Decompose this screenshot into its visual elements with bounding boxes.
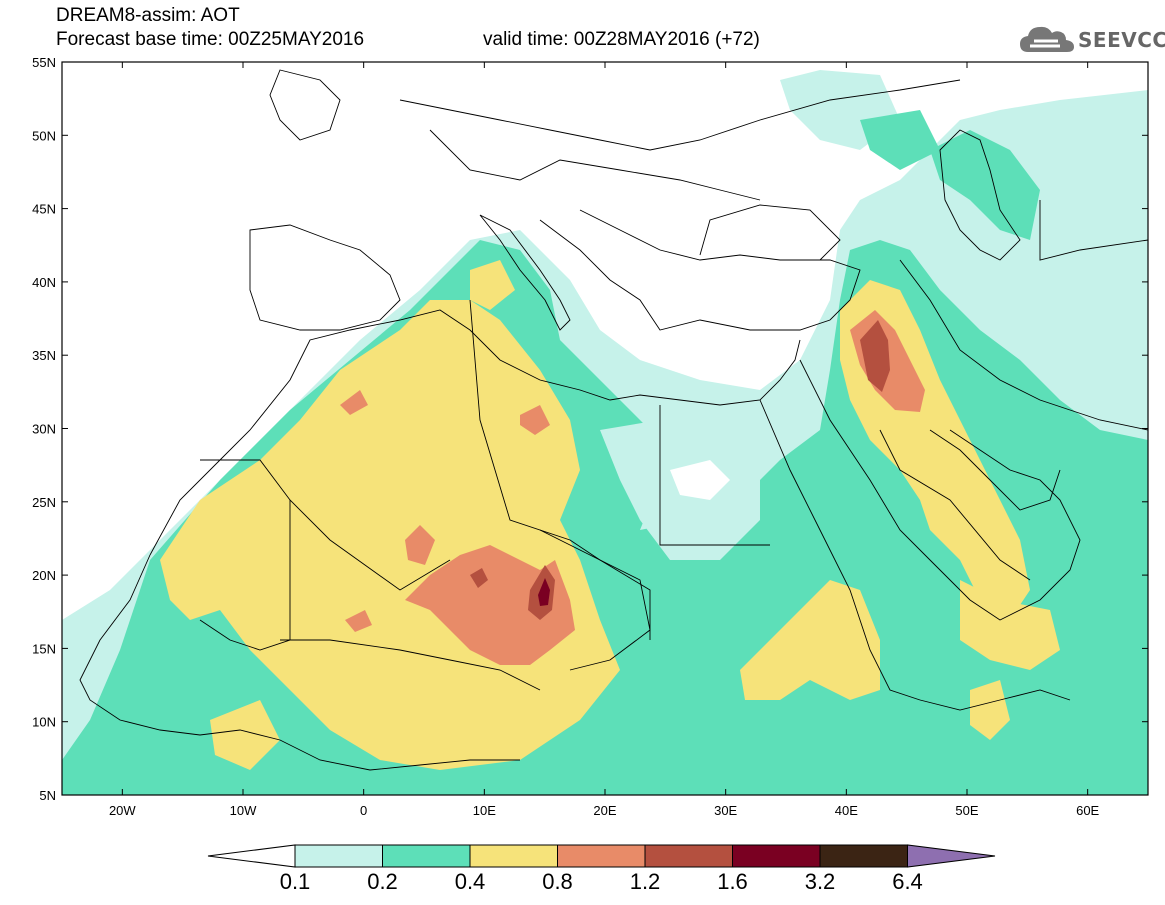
colorbar-boxes <box>207 844 996 868</box>
lon-label: 40E <box>835 803 858 818</box>
colorbar-box <box>644 844 733 868</box>
coastline-caspian <box>939 129 1021 261</box>
colorbar-label: 0.1 <box>280 869 311 894</box>
latitude-labels: 55N 50N 45N 40N 35N 30N 25N 20N 15N 10N 5N <box>32 55 56 803</box>
aot-band-0.8-algeria <box>340 390 368 415</box>
lon-label: 10E <box>473 803 496 818</box>
border-saudi <box>879 429 1031 581</box>
lat-label: 35N <box>32 348 56 363</box>
coastline-uk <box>269 69 341 141</box>
lon-label: 10W <box>230 803 257 818</box>
logo-text: SEEVCCC <box>1078 28 1165 52</box>
colorbar-box <box>557 844 646 868</box>
coastline-arabia <box>799 359 1081 621</box>
coastline-horn-africa <box>919 689 1071 711</box>
border-central-asia <box>1039 200 1148 261</box>
colorbar-label: 3.2 <box>805 869 836 894</box>
border-europe-2 <box>429 129 761 201</box>
aot-band-0.2-caspian <box>930 130 1040 240</box>
aot-band-0.8-niger <box>405 525 435 565</box>
coastline-west-africa <box>79 554 520 771</box>
aot-band-0.8-chad <box>405 545 575 665</box>
colorbar-label: 1.6 <box>717 869 748 894</box>
colorbar-box <box>294 844 383 868</box>
border-sahara-1 <box>200 459 451 591</box>
coastline-north-africa <box>149 309 801 556</box>
colorbar-arrow-high <box>907 844 996 868</box>
aot-band-0.4-arabia <box>960 580 1060 670</box>
coastline-black-sea <box>699 204 841 261</box>
aot-band-0.4-sardinia <box>470 260 515 310</box>
coastlines <box>79 69 1148 771</box>
aot-band-1.2-niger <box>470 568 488 588</box>
lon-label: 20E <box>593 803 616 818</box>
lat-label: 40N <box>32 275 56 290</box>
border-europe <box>399 79 961 151</box>
lon-label: 50E <box>955 803 978 818</box>
lat-label: 25N <box>32 495 56 510</box>
colorbar-label: 0.4 <box>455 869 486 894</box>
border-sahel <box>280 639 541 691</box>
valid-time: valid time: 00Z28MAY2016 (+72) <box>483 29 760 50</box>
colorbar-label: 0.2 <box>367 869 398 894</box>
seevccc-logo: SEEVCCC <box>1018 22 1165 58</box>
coastline-red-sea <box>759 399 921 701</box>
colorbar-label: 0.8 <box>542 869 573 894</box>
coastline-italy <box>479 214 571 331</box>
border-sahara-2 <box>469 299 651 640</box>
aot-contours <box>62 70 1148 795</box>
aot-band-0.8-mali <box>345 610 372 632</box>
axis-ticks <box>62 61 1148 796</box>
lat-label: 5N <box>39 788 56 803</box>
lat-label: 30N <box>32 422 56 437</box>
colorbar-box <box>732 844 821 868</box>
lon-label: 60E <box>1076 803 1099 818</box>
colorbar-box <box>382 844 471 868</box>
colorbar-label: 6.4 <box>892 869 923 894</box>
lat-label: 50N <box>32 128 56 143</box>
coastline-iberia-europe <box>249 224 401 331</box>
colorbar-label: 1.2 <box>630 869 661 894</box>
aot-band-0.8-libya <box>520 405 550 435</box>
colorbar-box <box>819 844 908 868</box>
border-egypt-sudan <box>659 405 770 546</box>
lat-label: 45N <box>32 202 56 217</box>
aot-band-0.2-north <box>860 110 940 170</box>
aot-clear-egypt-inner <box>670 460 730 500</box>
colorbar-labels: 0.1 0.2 0.4 0.8 1.2 1.6 3.2 6.4 <box>280 869 923 894</box>
lon-label: 0 <box>360 803 367 818</box>
coastline-balkans-turkey <box>539 209 861 331</box>
colorbar-box <box>469 844 558 868</box>
cloud-icon <box>1020 26 1074 52</box>
lon-label: 30E <box>714 803 737 818</box>
border-chad <box>539 529 651 671</box>
border-iran <box>899 259 1148 431</box>
aot-band-1.2-iraq <box>860 320 890 392</box>
aot-band-1.6-chad <box>538 578 550 606</box>
lat-label: 10N <box>32 715 56 730</box>
aot-band-0.4-sudan <box>740 580 880 700</box>
colorbar-arrow-low <box>207 844 296 868</box>
map-title: DREAM8-assim: AOT <box>56 5 240 26</box>
lat-label: 15N <box>32 641 56 656</box>
longitude-labels: 20W 10W 0 10E 20E 30E 40E 50E 60E <box>109 803 1100 818</box>
aot-band-0.4-westafrica <box>210 700 280 770</box>
lat-label: 20N <box>32 568 56 583</box>
lat-label: 55N <box>32 55 56 70</box>
lon-label: 20W <box>109 803 136 818</box>
aot-band-0.4-yemen <box>970 680 1010 740</box>
border-mali <box>199 500 291 651</box>
forecast-base-time: Forecast base time: 00Z25MAY2016 <box>56 29 365 50</box>
coastline-persian-gulf <box>929 429 1061 511</box>
